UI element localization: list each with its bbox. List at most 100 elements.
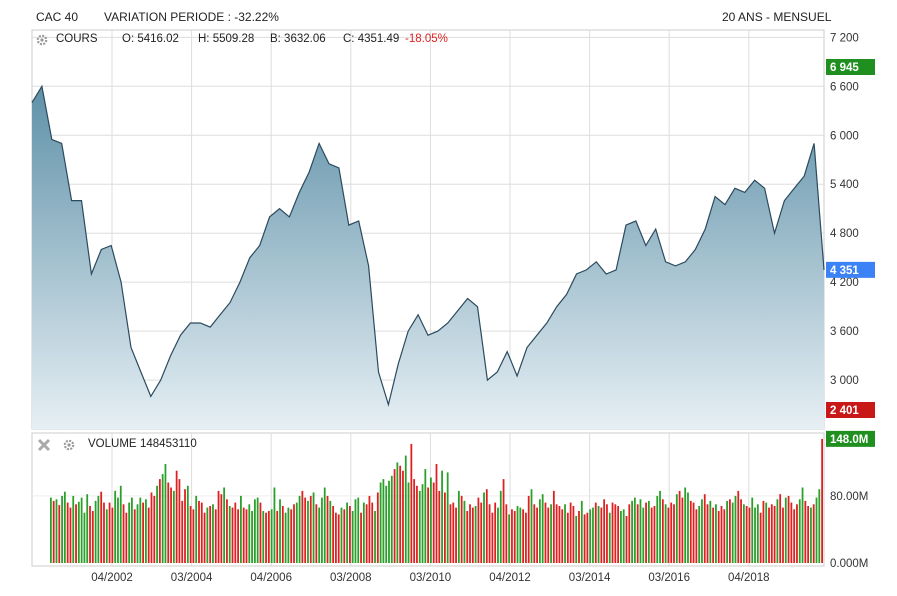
volume-bar (203, 512, 206, 563)
volume-bar (161, 474, 164, 563)
volume-bar (326, 495, 329, 563)
period-label[interactable]: 20 ANS - MENSUEL (722, 10, 832, 24)
volume-bar (670, 502, 673, 563)
volume-bar (382, 479, 385, 563)
volume-bar (295, 502, 298, 563)
x-tick-label: 04/2006 (250, 572, 292, 584)
volume-bar (52, 500, 55, 563)
volume-bar (189, 506, 192, 563)
gear-icon[interactable] (62, 438, 76, 452)
volume-bar (773, 506, 776, 563)
volume-bar (505, 504, 508, 563)
volume-bar (200, 502, 203, 563)
volume-bar (270, 509, 273, 563)
index-name: CAC 40 (36, 10, 79, 24)
volume-bar (751, 497, 754, 563)
volume-bar (625, 516, 628, 563)
volume-bar (452, 502, 455, 563)
volume-bar (346, 502, 348, 563)
volume-bar (768, 507, 770, 563)
volume-bar (446, 472, 449, 563)
volume-bar (441, 470, 443, 563)
volume-bar (586, 512, 589, 563)
volume-bar (469, 504, 471, 563)
volume-bar (351, 511, 354, 563)
volume-bar (343, 509, 346, 563)
volume-bar (471, 507, 474, 563)
volume-bar (701, 499, 703, 563)
volume-bar (483, 492, 485, 563)
volume-bar (287, 507, 290, 563)
volume-bar (234, 502, 237, 563)
volume-bar (167, 482, 170, 563)
volume-bar (678, 490, 681, 563)
volume-bar (390, 475, 393, 563)
volume-bar (631, 500, 633, 563)
volume-bar (636, 504, 639, 563)
volume-bar (597, 506, 600, 563)
volume-bar (72, 495, 75, 563)
volume-bar (533, 504, 536, 563)
volume-bar (491, 512, 494, 563)
volume-bar (63, 491, 66, 563)
volume-bar (594, 502, 597, 563)
volume-bar (435, 464, 438, 563)
volume-bar (821, 438, 823, 563)
volume-last-badge-bg (826, 430, 875, 447)
volume-bar (552, 490, 555, 563)
y-tick-label: 4 800 (830, 228, 859, 240)
volume-bar (513, 511, 516, 563)
volume-bar (340, 507, 343, 563)
gear-icon[interactable] (35, 33, 49, 47)
volume-bar (237, 509, 239, 563)
volume-bar (502, 479, 505, 563)
volume-bar (544, 502, 547, 563)
volume-bar (103, 502, 105, 563)
volume-bar (150, 492, 153, 563)
volume-bar (653, 506, 656, 563)
last-price-badge: 4 351 (830, 265, 859, 277)
volume-bar (80, 497, 83, 563)
volume-bar (91, 511, 94, 563)
open-value: O: 5416.02 (122, 33, 179, 45)
volume-bar (223, 487, 226, 563)
volume-bar (692, 502, 695, 563)
volume-bar (723, 509, 726, 563)
volume-bar (69, 507, 72, 563)
volume-bar (321, 497, 323, 563)
y-tick-label: 3 600 (830, 326, 859, 338)
volume-bar (212, 504, 214, 563)
volume-bar (633, 497, 636, 563)
volume-bar (804, 500, 807, 563)
last-price-badge-bg (826, 261, 875, 278)
volume-bar (284, 512, 287, 563)
volume-bar (396, 462, 399, 563)
close-icon[interactable] (37, 438, 51, 452)
volume-bar (541, 494, 544, 563)
volume-bar (262, 511, 265, 563)
volume-bar (765, 502, 768, 563)
volume-bar (796, 504, 798, 563)
volume-bar (77, 501, 80, 563)
volume-bar (301, 490, 304, 563)
low-value: B: 3632.06 (270, 33, 326, 45)
volume-bar (709, 500, 712, 563)
volume-bar (592, 507, 594, 563)
volume-bar (315, 504, 318, 563)
volume-bar (583, 514, 586, 563)
volume-bar (354, 499, 357, 563)
volume-bar (703, 494, 706, 563)
volume-bar (404, 455, 407, 563)
volume-label: VOLUME (88, 438, 137, 450)
volume-bar (251, 511, 253, 563)
volume-bar (276, 511, 279, 563)
volume-bar (279, 499, 281, 563)
volume-bar (418, 490, 421, 563)
volume-bar (374, 511, 376, 563)
volume-bar (97, 495, 100, 563)
y-tick-label: 5 400 (830, 179, 859, 191)
volume-bar (399, 465, 402, 563)
volume-bar (695, 509, 698, 563)
volume-bar (740, 499, 742, 563)
